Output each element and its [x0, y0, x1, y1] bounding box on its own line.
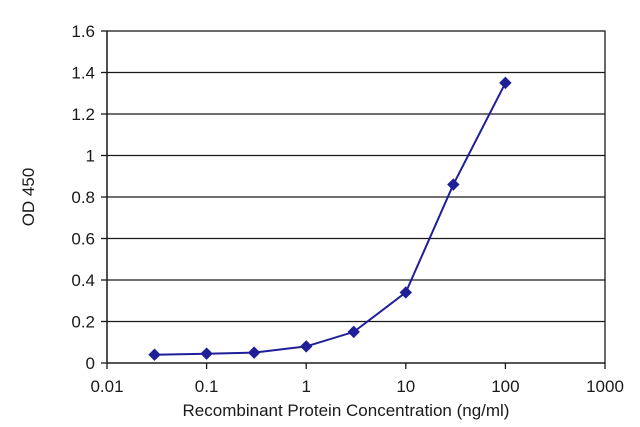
y-axis-title: OD 450: [19, 168, 38, 227]
series-line: [154, 82, 507, 356]
x-tick-labels: 0.01 0.1 1 10 100 1000: [90, 377, 623, 396]
x-tick-label: 1000: [586, 377, 624, 396]
data-point-marker: [347, 325, 360, 339]
data-point-marker: [299, 340, 313, 353]
data-point-marker: [447, 178, 460, 191]
tick-marks: [101, 30, 606, 369]
y-tick-label: 0.6: [71, 230, 95, 249]
grid-lines: [107, 71, 605, 323]
data-point-marker: [148, 348, 161, 361]
x-axis-title: Recombinant Protein Concentration (ng/ml…: [183, 401, 510, 420]
x-tick-label: 1: [301, 377, 310, 396]
data-point-marker: [200, 347, 213, 360]
data-point-marker: [499, 76, 512, 90]
y-tick-label: 0.4: [71, 271, 95, 290]
data-series: [148, 76, 512, 361]
y-tick-label: 1.6: [71, 22, 95, 41]
x-tick-label: 0.01: [90, 377, 123, 396]
y-tick-label: 0.2: [71, 313, 95, 332]
x-tick-label: 10: [396, 377, 415, 396]
y-tick-label: 0: [86, 354, 95, 373]
y-tick-label: 1.2: [71, 105, 95, 124]
data-point-marker: [247, 346, 261, 359]
x-tick-label: 100: [491, 377, 519, 396]
y-tick-labels: 0 0.2 0.4 0.6 0.8 1 1.2 1.4 1.6: [71, 22, 95, 373]
y-tick-label: 1: [86, 147, 95, 166]
y-tick-label: 1.4: [71, 64, 95, 83]
data-point-marker: [399, 286, 413, 299]
y-tick-label: 0.8: [71, 188, 95, 207]
x-tick-label: 0.1: [195, 377, 219, 396]
